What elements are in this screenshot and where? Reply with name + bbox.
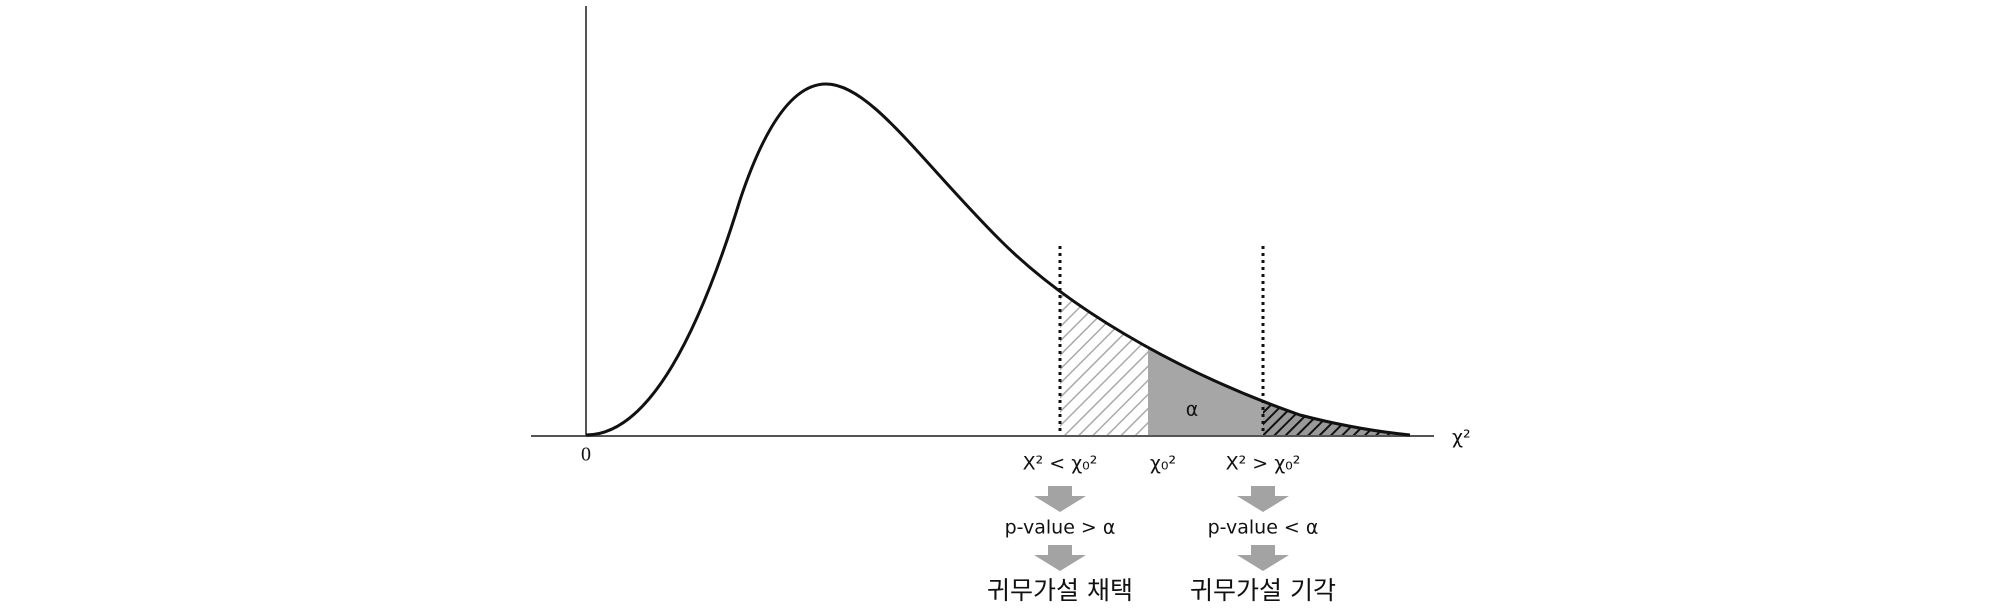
down-arrow <box>1237 486 1289 512</box>
condition-label: X² < χ₀² <box>1023 453 1098 475</box>
x-axis-label: χ² <box>1452 427 1471 449</box>
decision-label: 귀무가설 기각 <box>1190 576 1336 605</box>
critical-value-label: χ₀² <box>1150 453 1176 475</box>
alpha-region <box>1148 84 1263 435</box>
p-value-label: p-value < α <box>1208 517 1319 539</box>
p-value-label: p-value > α <box>1005 517 1116 539</box>
down-arrow <box>1034 545 1086 571</box>
alpha-label: α <box>1186 399 1199 421</box>
accept-region <box>1060 84 1148 435</box>
down-arrow <box>1034 486 1086 512</box>
shaded-regions <box>1060 84 1410 435</box>
reject-region <box>1263 84 1410 435</box>
decision-label: 귀무가설 채택 <box>987 576 1133 605</box>
chi-square-curve <box>585 82 1411 437</box>
arrows <box>1034 486 1289 571</box>
down-arrow <box>1237 545 1289 571</box>
origin-label: 0 <box>581 444 591 466</box>
condition-label: X² > χ₀² <box>1226 453 1301 475</box>
